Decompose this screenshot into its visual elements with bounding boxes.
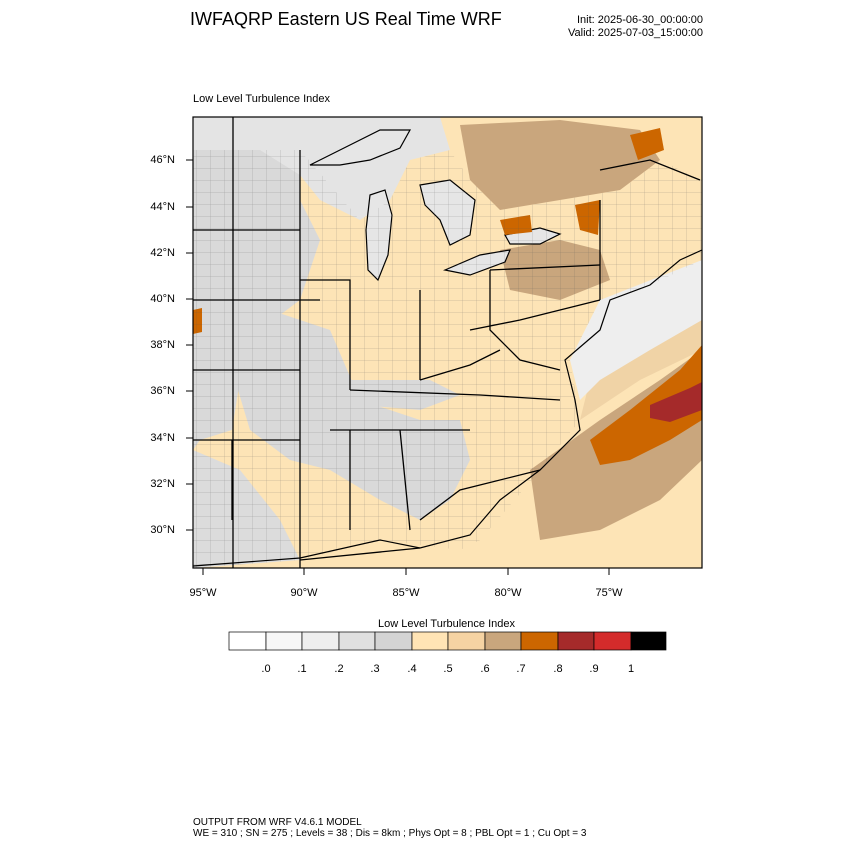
orange-region-atlantic	[590, 345, 702, 465]
colorbar-label: .2	[334, 663, 344, 675]
colorbar-box	[338, 631, 376, 651]
tan-region-canada	[460, 120, 660, 210]
colorbar-box	[411, 631, 449, 651]
field-label: Low Level Turbulence Index	[193, 93, 330, 105]
colorbar	[228, 631, 667, 651]
lat-label: 34°N	[150, 432, 175, 444]
lat-label: 42°N	[150, 247, 175, 259]
map-ticks	[186, 159, 610, 575]
lat-label: 30°N	[150, 524, 175, 536]
orange-region-maine	[630, 128, 664, 160]
lon-label: 85°W	[392, 587, 420, 599]
colorbar-label: .0	[261, 663, 271, 675]
colorbar-label: .1	[297, 663, 307, 675]
map-field	[193, 117, 702, 568]
map-frame	[192, 116, 703, 569]
lat-label: 36°N	[150, 385, 175, 397]
lat-label: 46°N	[150, 154, 175, 166]
colorbar-label: .5	[443, 663, 453, 675]
darkred-region-atlantic	[650, 382, 702, 422]
colorbar-box	[265, 631, 303, 651]
colorbar-label: .6	[480, 663, 490, 675]
lon-label: 90°W	[290, 587, 318, 599]
lake-superior	[309, 129, 412, 166]
model-config: WE = 310 ; SN = 275 ; Levels = 38 ; Dis …	[193, 828, 587, 839]
colorbar-box	[520, 631, 559, 651]
colorbar-label: 1	[627, 663, 635, 675]
lat-label: 32°N	[150, 478, 175, 490]
colorbar-box	[593, 631, 632, 651]
colorbar-box	[630, 631, 667, 651]
colorbar-title: Low Level Turbulence Index	[378, 618, 515, 630]
lon-label: 75°W	[595, 587, 623, 599]
colorbar-box	[374, 631, 413, 651]
colorbar-label: .4	[407, 663, 417, 675]
colorbar-box	[557, 631, 595, 651]
colorbar-label: .8	[553, 663, 563, 675]
state-boundaries	[193, 117, 701, 568]
map-title: IWFAQRP Eastern US Real Time WRF	[190, 9, 502, 29]
lat-label: 44°N	[150, 201, 175, 213]
model-info: OUTPUT FROM WRF V4.6.1 MODEL	[193, 817, 362, 828]
valid-time: Valid: 2025-07-03_15:00:00	[568, 27, 703, 39]
county-lines	[193, 150, 702, 568]
coastline	[193, 249, 702, 567]
colorbar-box	[484, 631, 522, 651]
colorbar-label: .9	[589, 663, 599, 675]
colorbar-box	[228, 631, 267, 651]
colorbar-box	[447, 631, 486, 651]
colorbar-label: .3	[370, 663, 380, 675]
init-time: Init: 2025-06-30_00:00:00	[577, 14, 703, 26]
colorbar-box	[301, 631, 340, 651]
colorbar-label: .7	[516, 663, 526, 675]
lon-label: 80°W	[494, 587, 522, 599]
lat-label: 40°N	[150, 293, 175, 305]
atlantic-water	[570, 260, 702, 400]
lat-label: 38°N	[150, 339, 175, 351]
lon-label: 95°W	[189, 587, 217, 599]
